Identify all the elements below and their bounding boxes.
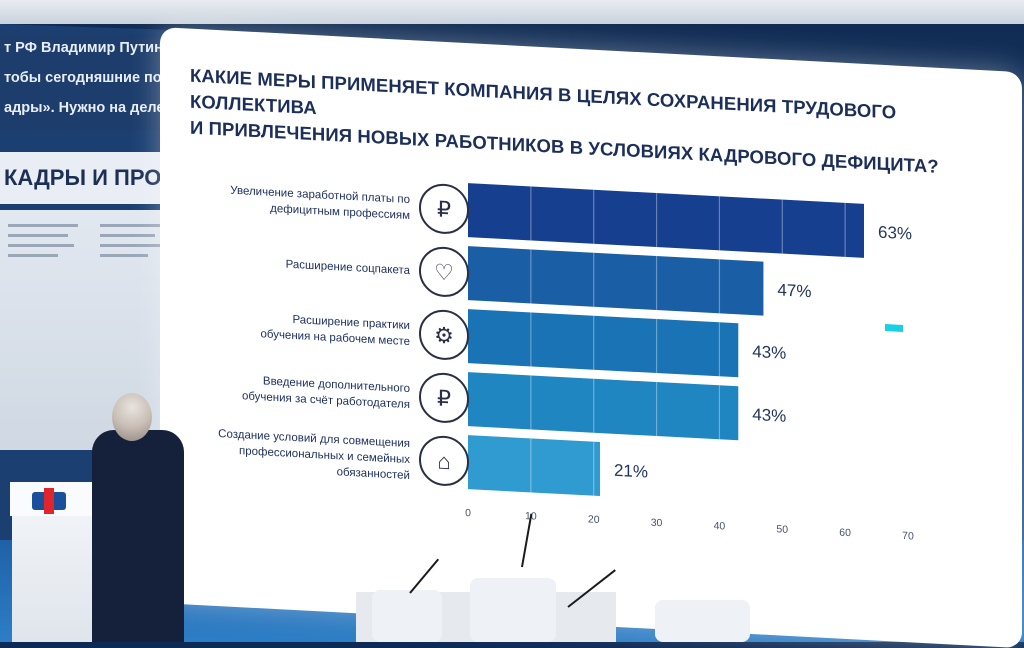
panel-text-line [100, 244, 160, 247]
panel-text-line [8, 224, 78, 227]
value-label: 43% [752, 342, 786, 363]
bar [468, 435, 600, 497]
x-tick-label: 20 [588, 513, 600, 526]
category-label: обучения на рабочем месте [260, 328, 410, 348]
x-tick-label: 70 [902, 530, 914, 543]
bar [468, 246, 764, 316]
panel-text-line [100, 234, 155, 237]
panel-text-line [100, 224, 160, 227]
wallet-ruble-icon: ₽ [437, 197, 451, 223]
bar [468, 183, 864, 258]
value-label: 43% [752, 405, 786, 426]
presentation-slide: КАКИЕ МЕРЫ ПРИМЕНЯЕТ КОМПАНИЯ В ЦЕЛЯХ СО… [160, 27, 1022, 648]
background-banner: КАДРЫ И ПРОИЗВОД [0, 152, 184, 204]
bar [468, 309, 739, 378]
icon-circle [419, 246, 469, 297]
panel-text-line [8, 234, 68, 237]
x-tick-label: 0 [465, 507, 471, 519]
x-tick-label: 50 [776, 523, 788, 536]
speaker-body [92, 430, 184, 642]
icon-circle [419, 372, 469, 423]
graduation-cap-coins-icon: ₽ [437, 386, 451, 412]
house-gear-icon: ⌂ [437, 449, 450, 475]
ticker-line: адры». Нужно на деле ук [4, 100, 184, 116]
background-ticker: т РФ Владимир Путин в п тобы сегодняшние… [0, 34, 190, 130]
category-label: Расширение практики [293, 314, 410, 332]
icon-circle [419, 183, 469, 234]
value-label: 47% [777, 280, 811, 301]
category-label: дефицитным профессиям [270, 203, 410, 222]
bar [468, 372, 739, 441]
category-label: Увеличение заработной платы по [230, 185, 410, 206]
ticker-line: тобы сегодняшние подро [4, 70, 189, 86]
x-tick-label: 60 [839, 527, 851, 540]
ticker-line: т РФ Владимир Путин в п [4, 40, 189, 56]
icon-circle [419, 435, 469, 486]
panel-text-line [100, 254, 148, 257]
armchair [372, 590, 442, 642]
ceiling [0, 0, 1024, 24]
x-tick-label: 40 [714, 520, 726, 533]
armchair [470, 578, 556, 642]
podium-logo-accent [44, 488, 54, 514]
cyan-marker [885, 323, 903, 332]
value-label: 63% [878, 223, 912, 244]
bar-chart: ₽ Увеличение заработной платы подефицитны… [218, 183, 914, 543]
graduation-cap-gear-icon: ⚙ [434, 322, 454, 348]
category-label: Расширение соцпакета [286, 259, 411, 278]
hand-heart-icon: ♡ [434, 259, 454, 285]
category-label: обязанностей [337, 466, 410, 482]
armchair [655, 600, 750, 642]
x-tick-label: 30 [651, 517, 663, 530]
speaker-head [112, 393, 152, 441]
panel-text-line [8, 244, 74, 247]
icon-circle [419, 309, 469, 360]
panel-text-line [8, 254, 58, 257]
value-label: 21% [614, 461, 648, 482]
